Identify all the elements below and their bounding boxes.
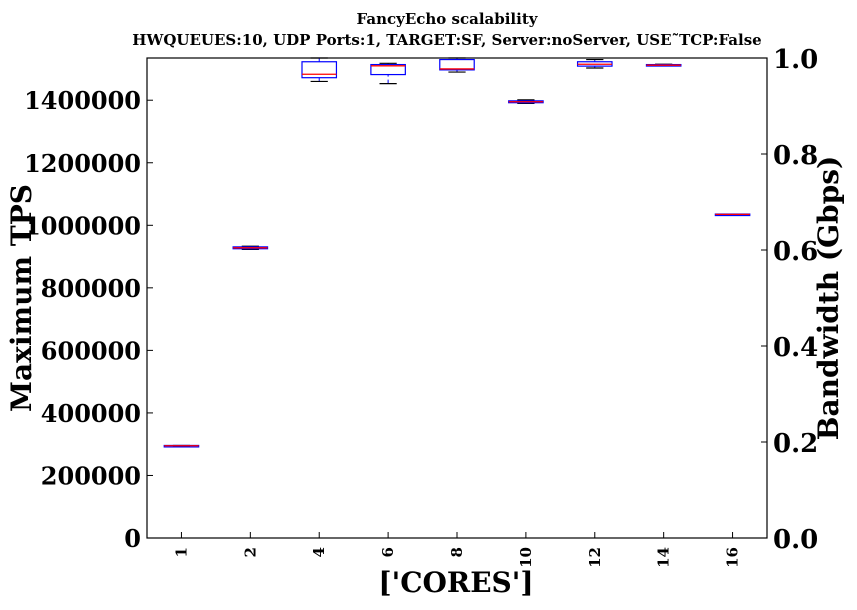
y2-tick-label: 0.8 <box>773 141 818 171</box>
y-tick-label: 1400000 <box>24 86 141 115</box>
y2-tick-label: 0.4 <box>773 333 818 363</box>
x-tick-label: 10 <box>517 547 535 568</box>
chart-subtitle: HWQUEUES:10, UDP Ports:1, TARGET:SF, Ser… <box>132 31 761 49</box>
box-10 <box>508 99 544 104</box>
y-tick-label: 1000000 <box>24 211 141 240</box>
y2-axis-label: Bandwidth (Gbps) <box>812 156 845 440</box>
y2-tick-label: 0.2 <box>773 429 818 459</box>
y-tick-label: 0 <box>124 524 141 553</box>
box-14 <box>645 63 682 67</box>
box-6 <box>370 62 406 85</box>
y-tick-label: 400000 <box>41 399 141 428</box>
box-iqr <box>370 63 406 76</box>
y2-tick-label: 0.6 <box>773 237 818 267</box>
y2-tick-label: 1.0 <box>773 45 818 75</box>
x-tick-label: 8 <box>448 547 466 557</box>
x-tick-label: 1 <box>172 547 190 557</box>
x-tick-label: 2 <box>241 547 259 557</box>
y-tick-label: 800000 <box>41 274 141 303</box>
y2-axis-ticks: 0.0 0.2 0.4 0.6 0.8 1.0 <box>761 45 818 555</box>
box-1 <box>163 444 200 448</box>
x-tick-label: 16 <box>724 547 742 568</box>
y-tick-label: 600000 <box>41 336 141 365</box>
x-tick-label: 6 <box>379 547 397 557</box>
box-12 <box>576 58 613 69</box>
y2-tick-label: 0.0 <box>773 525 818 555</box>
box-8 <box>439 57 475 73</box>
box-plot-series <box>163 57 751 448</box>
x-tick-label: 14 <box>655 547 673 568</box>
y-axis-label: Maximum TPS <box>5 184 38 412</box>
x-axis-label: ['CORES'] <box>378 566 533 599</box>
box-iqr <box>439 58 475 71</box>
x-axis-ticks: 1 2 4 6 8 10 12 14 16 <box>172 532 742 568</box>
box-4 <box>301 57 338 83</box>
y-tick-label: 200000 <box>41 461 141 490</box>
box-2 <box>232 245 269 250</box>
chart-title: FancyEcho scalability <box>357 10 539 28</box>
box-iqr <box>301 61 338 79</box>
x-tick-label: 12 <box>586 547 604 568</box>
plot-area <box>146 57 768 539</box>
box-16 <box>714 213 751 217</box>
x-tick-label: 4 <box>310 547 328 557</box>
y-axis-ticks: 0 200000 400000 600000 800000 1000000 1200000 1… <box>24 86 153 553</box>
y-tick-label: 1200000 <box>24 149 141 178</box>
